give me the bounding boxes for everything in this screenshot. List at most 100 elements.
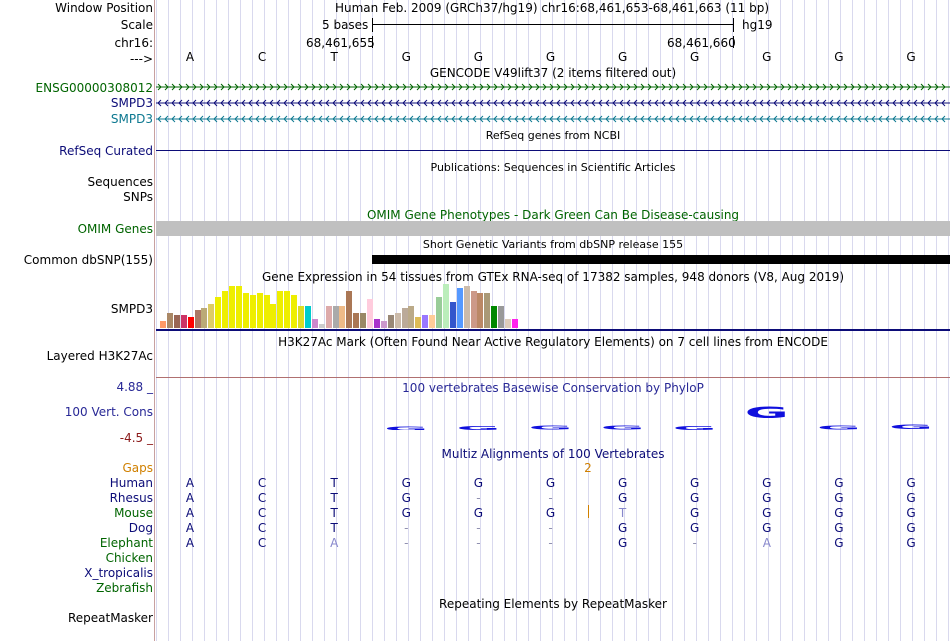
gtex-tissue-bar[interactable] <box>353 313 360 328</box>
gtex-tissue-bar[interactable] <box>449 302 456 328</box>
grid-line <box>528 0 529 641</box>
alignment-base-human: G <box>617 476 628 490</box>
gtex-tissue-bar[interactable] <box>380 321 387 328</box>
gtex-tissue-bar[interactable] <box>263 295 270 328</box>
gtex-tissue-bar[interactable] <box>491 306 498 328</box>
gtex-expression-chart[interactable] <box>160 284 540 328</box>
gtex-tissue-bar[interactable] <box>215 297 222 328</box>
gtex-tissue-bar[interactable] <box>505 319 512 328</box>
gtex-tissue-bar[interactable] <box>304 306 311 328</box>
label-omim-genes[interactable]: OMIM Genes <box>77 222 153 236</box>
label-gaps[interactable]: Gaps <box>122 461 153 475</box>
gtex-tissue-bar[interactable] <box>511 319 518 328</box>
label-species-chicken[interactable]: Chicken <box>105 551 153 565</box>
label-cons[interactable]: 100 Vert. Cons <box>64 405 153 419</box>
gtex-tissue-bar[interactable] <box>208 304 215 328</box>
track-title-dbsnp[interactable]: Short Genetic Variants from dbSNP releas… <box>422 238 684 251</box>
gtex-tissue-bar[interactable] <box>249 295 256 328</box>
gtex-tissue-bar[interactable] <box>332 306 339 328</box>
label-species-rhesus[interactable]: Rhesus <box>109 491 153 505</box>
track-title-repeatmasker[interactable]: Repeating Elements by RepeatMasker <box>439 597 667 611</box>
grid-line <box>864 0 865 641</box>
phylop-letter: G <box>456 425 500 430</box>
gtex-tissue-bar[interactable] <box>422 315 429 328</box>
label-species-elephant[interactable]: Elephant <box>99 536 153 550</box>
label-repeatmasker[interactable]: RepeatMasker <box>67 611 153 625</box>
gtex-tissue-bar[interactable] <box>270 304 277 328</box>
label-gene-ensg[interactable]: ENSG00000308012 <box>35 81 153 95</box>
gtex-tissue-bar[interactable] <box>394 313 401 328</box>
label-layered-h3k27ac[interactable]: Layered H3K27Ac <box>46 349 153 363</box>
label-species-mouse[interactable]: Mouse <box>114 506 153 520</box>
gtex-tissue-bar[interactable] <box>415 317 422 328</box>
gtex-tissue-bar[interactable] <box>373 319 380 328</box>
label-common-dbsnp[interactable]: Common dbSNP(155) <box>23 253 153 267</box>
gtex-tissue-bar[interactable] <box>456 288 463 328</box>
gtex-tissue-bar[interactable] <box>436 297 443 328</box>
gtex-tissue-bar[interactable] <box>311 319 318 328</box>
track-title-omim[interactable]: OMIM Gene Phenotypes - Dark Green Can Be… <box>366 208 740 222</box>
track-title-gencode[interactable]: GENCODE V49lift37 (2 items filtered out) <box>429 66 677 80</box>
gtex-tissue-bar[interactable] <box>470 291 477 328</box>
label-strand-arrow[interactable]: ---> <box>129 52 153 66</box>
gtex-tissue-bar[interactable] <box>339 306 346 328</box>
label-sequences[interactable]: Sequences <box>87 175 153 189</box>
label-gtex-smpd3[interactable]: SMPD3 <box>110 302 153 316</box>
track-title-multiz[interactable]: Multiz Alignments of 100 Vertebrates <box>441 447 665 461</box>
gtex-tissue-bar[interactable] <box>284 291 291 328</box>
gtex-tissue-bar[interactable] <box>222 291 229 328</box>
gtex-tissue-bar[interactable] <box>235 286 242 328</box>
gtex-tissue-bar[interactable] <box>229 286 236 328</box>
label-gene-smpd3-b[interactable]: SMPD3 <box>110 112 153 126</box>
grid-line <box>552 0 553 641</box>
track-title-refseq[interactable]: RefSeq genes from NCBI <box>485 129 621 142</box>
alignment-base-mouse: T <box>618 506 627 520</box>
gencode-gene-features[interactable] <box>156 82 950 126</box>
gtex-tissue-bar[interactable] <box>160 321 167 328</box>
grid-line <box>768 0 769 641</box>
gtex-tissue-bar[interactable] <box>408 306 415 328</box>
gtex-tissue-bar[interactable] <box>291 295 298 328</box>
gtex-tissue-bar[interactable] <box>463 286 470 328</box>
gtex-tissue-bar[interactable] <box>256 293 263 328</box>
gtex-tissue-bar[interactable] <box>187 317 194 328</box>
gtex-tissue-bar[interactable] <box>442 284 449 328</box>
label-gene-smpd3-a[interactable]: SMPD3 <box>110 96 153 110</box>
gtex-tissue-bar[interactable] <box>498 306 505 328</box>
label-species-zebrafish[interactable]: Zebrafish <box>96 581 153 595</box>
track-title-gtex[interactable]: Gene Expression in 54 tissues from GTEx … <box>261 270 845 284</box>
label-refseq-curated[interactable]: RefSeq Curated <box>59 144 153 158</box>
gtex-tissue-bar[interactable] <box>360 313 367 328</box>
gtex-tissue-bar[interactable] <box>346 291 353 328</box>
dbsnp-variant-bar[interactable] <box>372 255 950 264</box>
gtex-tissue-bar[interactable] <box>242 293 249 328</box>
gtex-tissue-bar[interactable] <box>367 299 374 328</box>
gtex-tissue-bar[interactable] <box>429 315 436 328</box>
label-species-dog[interactable]: Dog <box>128 521 153 535</box>
gtex-tissue-bar[interactable] <box>166 313 173 328</box>
label-species-x-tropicalis[interactable]: X_tropicalis <box>84 566 153 580</box>
alignment-base-elephant: C <box>257 536 267 550</box>
track-title-publications[interactable]: Publications: Sequences in Scientific Ar… <box>430 161 676 174</box>
gtex-tissue-bar[interactable] <box>387 315 394 328</box>
gtex-tissue-bar[interactable] <box>325 306 332 328</box>
track-title-h3k27ac[interactable]: H3K27Ac Mark (Often Found Near Active Re… <box>278 335 828 349</box>
gtex-tissue-bar[interactable] <box>484 293 491 328</box>
gtex-tissue-bar[interactable] <box>277 291 284 328</box>
refseq-gene-line[interactable] <box>156 150 950 151</box>
alignment-base-human: T <box>330 476 338 490</box>
alignment-base-mouse: G <box>762 506 772 520</box>
gtex-tissue-bar[interactable] <box>477 293 484 328</box>
gtex-tissue-bar[interactable] <box>201 308 208 328</box>
gtex-tissue-bar[interactable] <box>194 310 201 328</box>
omim-gene-bar[interactable] <box>156 221 950 236</box>
gtex-tissue-bar[interactable] <box>401 308 408 328</box>
gtex-tissue-bar[interactable] <box>318 324 325 328</box>
label-snps[interactable]: SNPs <box>123 190 153 204</box>
track-title-phylop[interactable]: 100 vertebrates Basewise Conservation by… <box>402 381 704 395</box>
label-species-human[interactable]: Human <box>109 476 153 490</box>
gtex-tissue-bar[interactable] <box>298 306 305 328</box>
gtex-tissue-bar[interactable] <box>173 315 180 328</box>
gtex-tissue-bar[interactable] <box>180 315 187 328</box>
